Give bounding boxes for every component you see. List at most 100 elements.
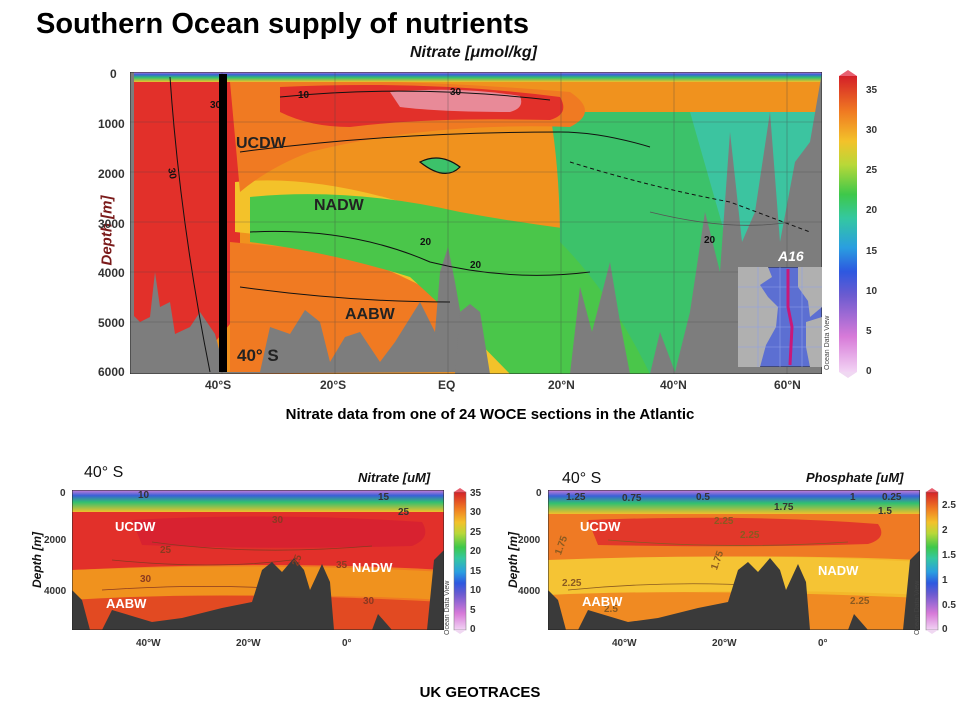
main-ytick: 3000 (98, 217, 125, 231)
nitrate-cbar-tick: 5 (470, 605, 476, 616)
main-label-aabw: AABW (345, 306, 395, 323)
phosphate-lat-label: 40° S (562, 470, 602, 487)
nitrate-contour-label: 30 (272, 515, 284, 526)
main-cbar-tick: 15 (866, 246, 878, 257)
main-xtick: 20°N (548, 378, 575, 392)
main-cbar-tick: 25 (866, 165, 878, 176)
main-xtick: 20°S (320, 378, 347, 392)
nitrate-cbar-tick: 10 (470, 585, 482, 596)
phosphate-section (548, 490, 920, 630)
nitrate-contour-label: 35 (336, 560, 348, 571)
nitrate-contour-label: 10 (138, 490, 150, 501)
main-ytick: 5000 (98, 316, 125, 330)
phosphate-cbar-tick: 1.5 (942, 550, 956, 561)
phosphate-ytick: 2000 (518, 535, 541, 546)
main-cbar-tick: 20 (866, 205, 878, 216)
nitrate-cbar-tick: 30 (470, 507, 482, 518)
nitrate-ytick: 4000 (44, 586, 67, 597)
footer-credit: UK GEOTRACES (419, 684, 541, 701)
phosphate-contour-label: 1.75 (774, 502, 794, 513)
phosphate-contour-label: 0.25 (882, 492, 902, 503)
nitrate-contour-label: 15 (378, 492, 390, 503)
main-contour-label: 30 (210, 100, 222, 111)
nitrate-contour-label: 30 (140, 574, 152, 585)
main-odv-credit: Ocean Data View (824, 315, 831, 370)
main-xtick: EQ (438, 378, 456, 392)
phosphate-contour-label: 0.75 (622, 493, 642, 504)
phosphate-contour-label: 1.5 (878, 506, 892, 517)
nitrate-label-aabw: AABW (106, 596, 147, 611)
slide-title: Southern Ocean supply of nutrients (36, 8, 530, 40)
nitrate-ytick: 2000 (44, 535, 67, 546)
phosphate-contour-label: 2.25 (740, 530, 760, 541)
phosphate-plot-title: Phosphate [uM] (806, 470, 904, 485)
main-ytick: 1000 (98, 117, 125, 131)
latitude-marker-line (219, 74, 227, 372)
main-xtick: 60°N (774, 378, 801, 392)
phosphate-ytick: 0 (536, 488, 542, 499)
main-ytick: 4000 (98, 266, 125, 280)
phosphate-cbar-tick: 2.5 (942, 500, 956, 511)
inset-label: A16 (778, 248, 804, 264)
main-label-ucdw: UCDW (236, 135, 286, 152)
nitrate-lat-label: 40° S (84, 464, 124, 481)
phosphate-odv-credit: Ocean Data View (914, 580, 921, 635)
main-contour-label: 20 (420, 237, 432, 248)
nitrate-label-nadw: NADW (352, 560, 393, 575)
phosphate-xtick: 40°W (612, 638, 637, 649)
inset-map (738, 267, 822, 367)
nitrate-plot-title: Nitrate [uM] (358, 470, 431, 485)
main-cbar-tick: 5 (866, 326, 872, 337)
phosphate-cbar-tick: 1 (942, 575, 948, 586)
nitrate-odv-credit: Ocean Data View (444, 580, 451, 635)
nitrate-cbar-tick: 20 (470, 546, 482, 557)
phosphate-cbar-tick: 2 (942, 525, 948, 536)
nitrate-xtick: 0° (342, 638, 352, 649)
nitrate-cbar-tick: 0 (470, 624, 476, 635)
phosphate-contour-label: 2.25 (850, 596, 870, 607)
nitrate-cbar-tick: 35 (470, 488, 482, 499)
phosphate-contour-label: 1 (850, 492, 856, 503)
nitrate-plot-ylabel: Depth [m] (30, 532, 44, 588)
nitrate-xtick: 40°W (136, 638, 161, 649)
phosphate-label-aabw: AABW (582, 594, 623, 609)
nitrate-section (72, 490, 444, 630)
nitrate-contour-label: 30 (363, 596, 375, 607)
nitrate-label-ucdw: UCDW (115, 519, 156, 534)
nitrate-contour-label: 25 (398, 507, 410, 518)
main-cbar-tick: 35 (866, 85, 878, 96)
phosphate-contour-label: 2.25 (562, 578, 582, 589)
main-label-nadw: NADW (314, 197, 364, 214)
nitrate-contour-label: 25 (160, 545, 172, 556)
main-ytick: 6000 (98, 365, 125, 379)
main-colorbar (839, 70, 857, 378)
main-cbar-tick: 30 (866, 125, 878, 136)
phosphate-cbar-tick: 0.5 (942, 600, 956, 611)
phosphate-contour-label: 0.5 (696, 492, 710, 503)
phosphate-contour-label: 2.25 (714, 516, 734, 527)
main-contour-label: 10 (298, 90, 310, 101)
phosphate-contour-label: 2.5 (604, 604, 618, 615)
main-xtick: 40°S (205, 378, 232, 392)
phosphate-xtick: 0° (818, 638, 828, 649)
nitrate-colorbar (453, 488, 467, 634)
nitrate-xtick: 20°W (236, 638, 261, 649)
phosphate-cbar-tick: 0 (942, 624, 948, 635)
nitrate-cbar-tick: 15 (470, 566, 482, 577)
main-contour-label: 30 (450, 87, 462, 98)
main-ytick: 2000 (98, 167, 125, 181)
main-contour-label: 20 (704, 235, 716, 246)
nitrate-ytick: 0 (60, 488, 66, 499)
main-ytick: 0 (110, 67, 117, 81)
main-cbar-tick: 0 (866, 366, 872, 377)
main-contour-label: 20 (470, 260, 482, 271)
phosphate-label-nadw: NADW (818, 563, 859, 578)
nitrate-cbar-tick: 25 (470, 527, 482, 538)
phosphate-xtick: 20°W (712, 638, 737, 649)
phosphate-label-ucdw: UCDW (580, 519, 621, 534)
main-cbar-tick: 10 (866, 286, 878, 297)
main-caption: Nitrate data from one of 24 WOCE section… (285, 406, 695, 423)
main-contour-label: 30 (165, 167, 178, 180)
main-plot-title: Nitrate [μmol/kg] (410, 44, 537, 61)
latitude-marker-label: 40° S (237, 346, 279, 365)
